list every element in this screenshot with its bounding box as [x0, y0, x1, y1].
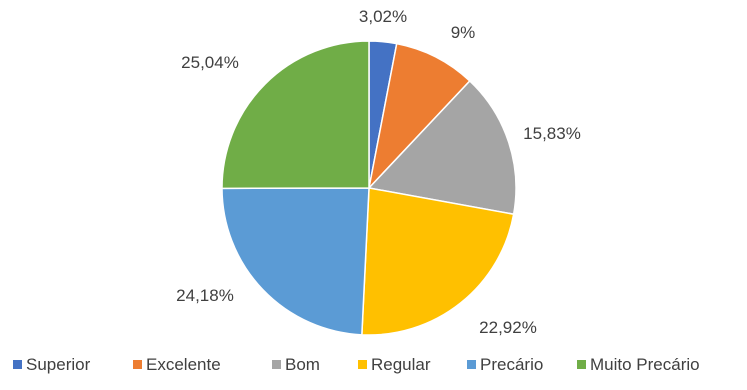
- legend-swatch: [467, 360, 476, 369]
- legend-swatch: [133, 360, 142, 369]
- data-label: 9%: [451, 23, 476, 42]
- legend-label: Muito Precário: [590, 355, 700, 374]
- data-label: 24,18%: [176, 286, 234, 305]
- legend-swatch: [13, 360, 22, 369]
- pie-slice-regular: [361, 187, 515, 336]
- pie-slice-excelente: [367, 42, 471, 191]
- data-label: 3,02%: [359, 7, 407, 26]
- legend-swatch: [577, 360, 586, 369]
- data-label: 25,04%: [181, 53, 239, 72]
- legend-swatch: [358, 360, 367, 369]
- pie-slice-precario: [221, 187, 370, 336]
- legend-label: Regular: [371, 355, 431, 374]
- data-label: 15,83%: [523, 124, 581, 143]
- legend: Superior Excelente Bom Regular Precário Muito…: [13, 355, 700, 374]
- legend-swatch: [272, 360, 281, 369]
- pie-slice-muito-precario: [221, 40, 370, 190]
- data-labels: 3,02% 9% 15,83% 22,92% 24,18% 25,04%: [176, 7, 581, 337]
- pie-slice-bom: [367, 79, 517, 216]
- data-label: 22,92%: [479, 318, 537, 337]
- pie-slices: [221, 40, 517, 336]
- legend-label: Bom: [285, 355, 320, 374]
- legend-label: Excelente: [146, 355, 221, 374]
- legend-label: Precário: [480, 355, 543, 374]
- legend-label: Superior: [26, 355, 91, 374]
